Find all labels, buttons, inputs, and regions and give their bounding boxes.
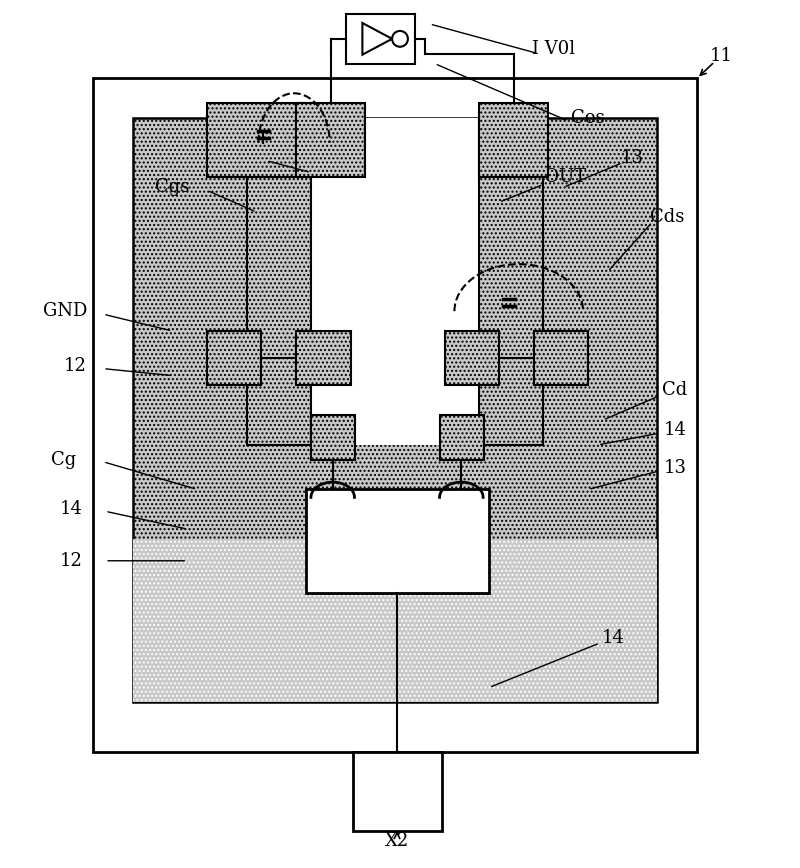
- Bar: [534, 331, 588, 385]
- Text: 12: 12: [60, 552, 83, 569]
- Bar: [311, 415, 355, 460]
- Text: 14: 14: [602, 629, 624, 647]
- Bar: [207, 331, 262, 385]
- Text: I V0l: I V0l: [532, 40, 575, 58]
- Text: 13: 13: [664, 458, 686, 477]
- Bar: [296, 331, 350, 385]
- Text: 11: 11: [710, 47, 733, 65]
- Text: Cos: Cos: [571, 109, 605, 127]
- Bar: [94, 78, 697, 752]
- Text: 14: 14: [664, 421, 686, 439]
- Text: 13: 13: [621, 148, 644, 167]
- Text: XCOUT: XCOUT: [519, 168, 587, 187]
- Bar: [133, 539, 658, 702]
- Bar: [353, 752, 442, 832]
- Text: Cd: Cd: [662, 381, 688, 399]
- Bar: [246, 118, 311, 445]
- Text: GND: GND: [43, 302, 88, 320]
- Bar: [133, 118, 658, 702]
- Text: 12: 12: [64, 357, 87, 375]
- Text: XCIN: XCIN: [212, 148, 262, 167]
- Bar: [271, 118, 518, 445]
- Text: 14: 14: [60, 500, 83, 518]
- Bar: [346, 14, 415, 63]
- Bar: [306, 490, 489, 594]
- Text: X2: X2: [385, 832, 409, 850]
- Bar: [439, 415, 484, 460]
- Text: Cgs: Cgs: [155, 179, 190, 196]
- Bar: [479, 118, 543, 445]
- Text: Cg: Cg: [51, 450, 76, 469]
- Bar: [133, 539, 658, 702]
- Bar: [207, 103, 311, 177]
- Bar: [445, 331, 499, 385]
- Bar: [296, 103, 366, 177]
- Text: Cds: Cds: [650, 208, 684, 226]
- Bar: [479, 103, 549, 177]
